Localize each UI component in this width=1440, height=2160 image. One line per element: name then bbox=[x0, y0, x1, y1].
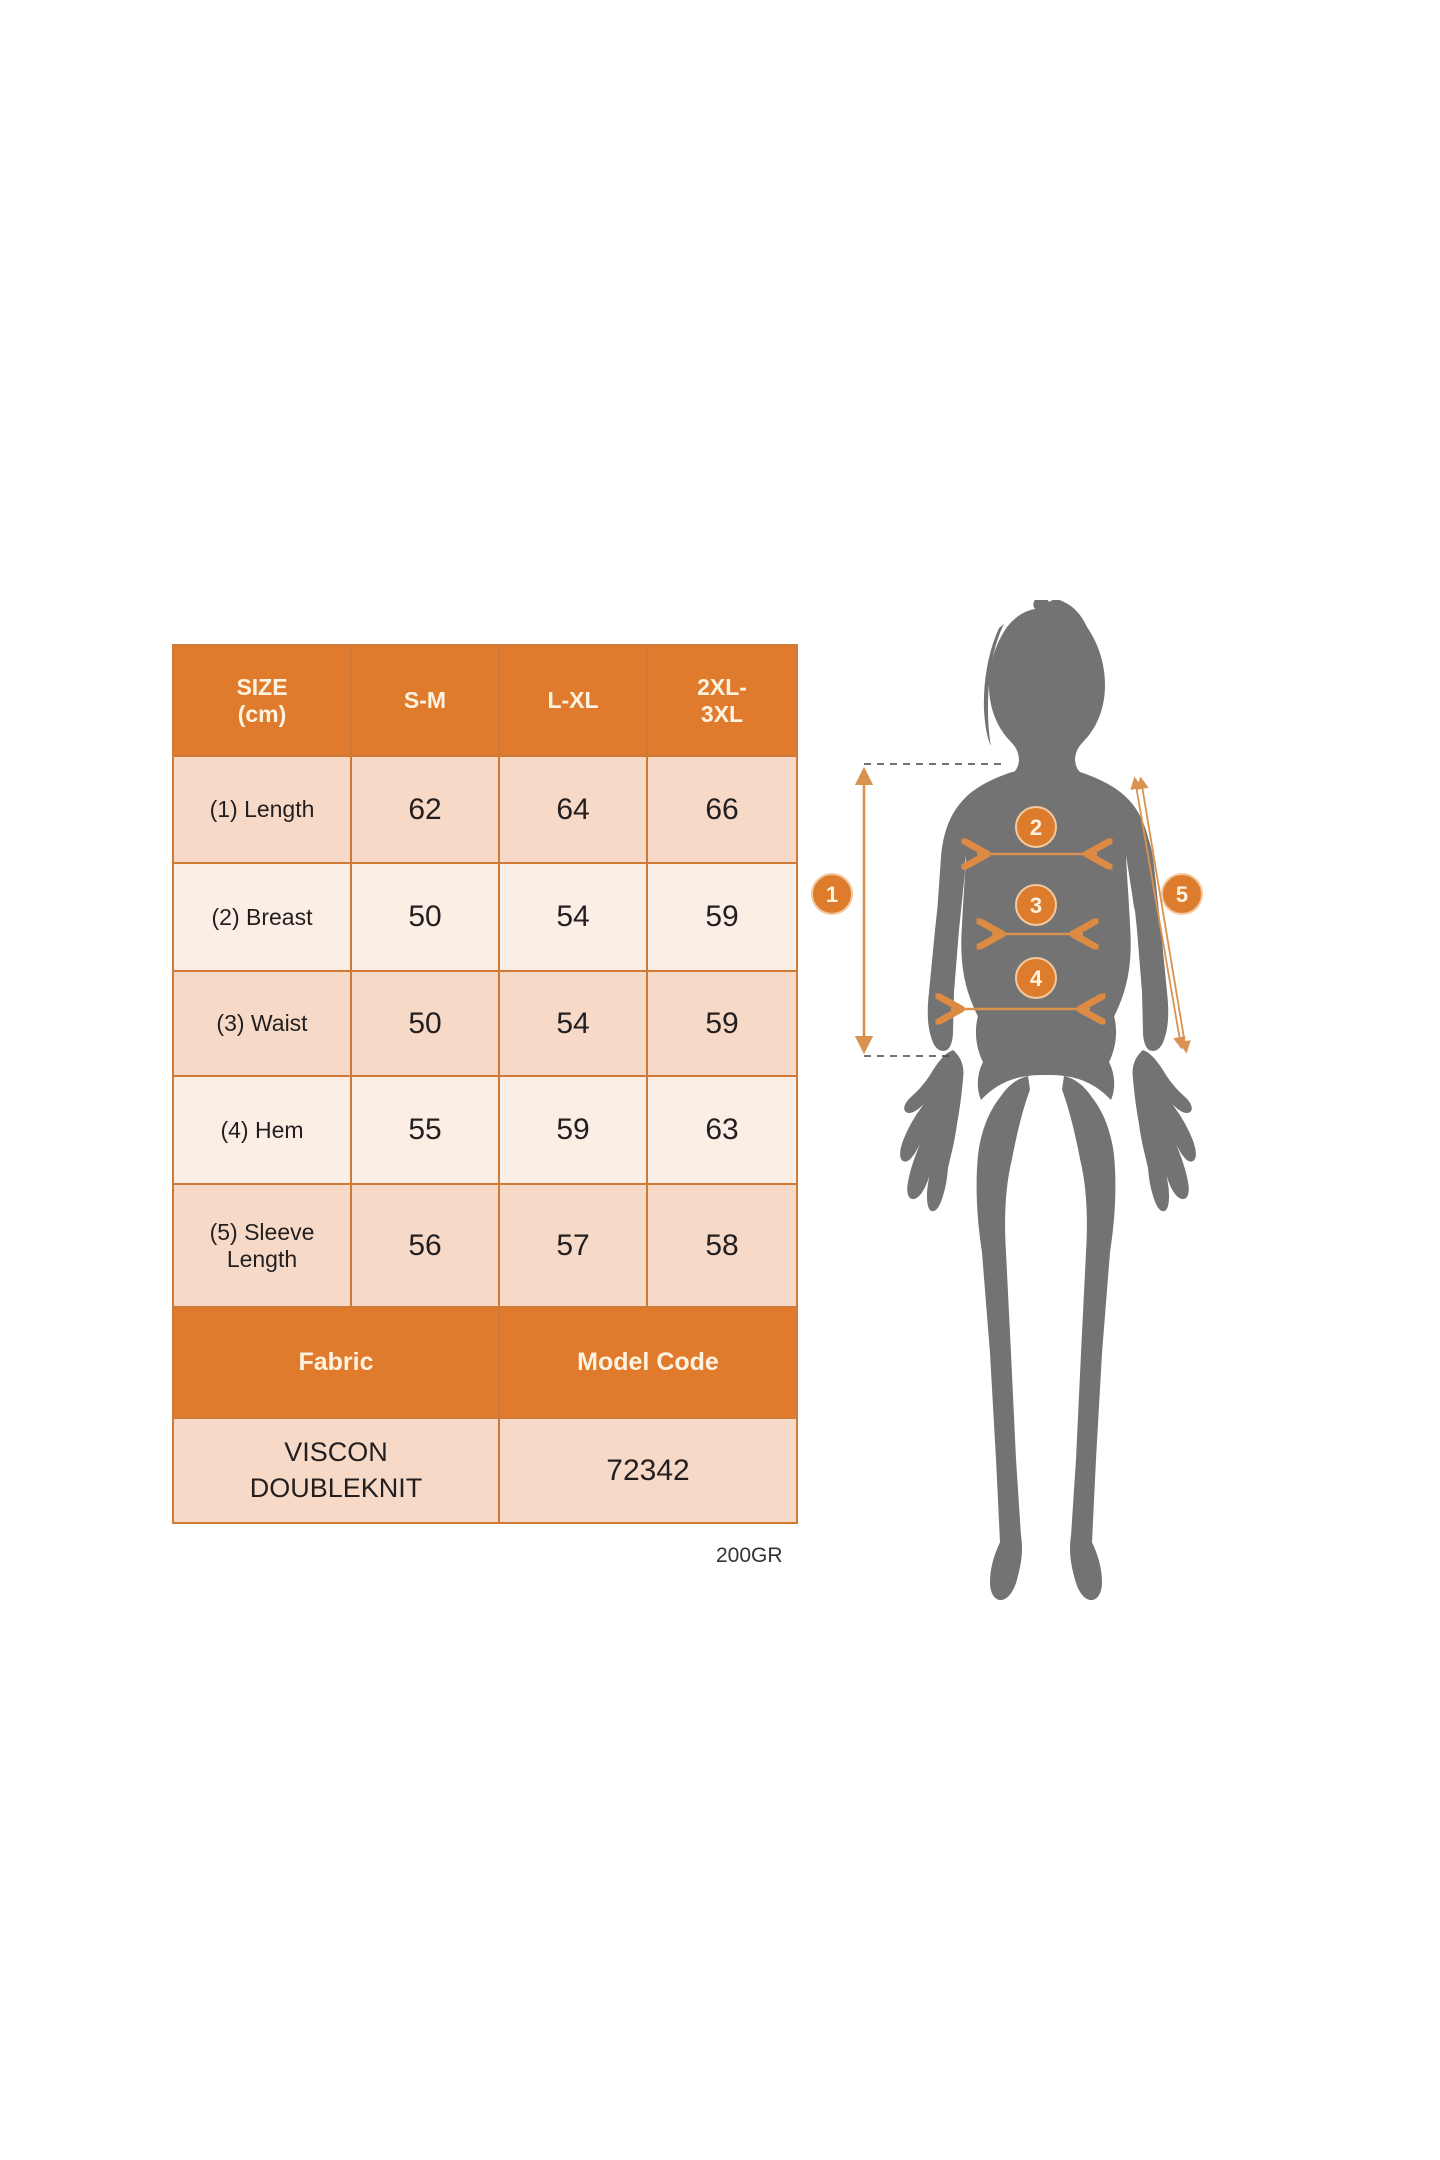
svg-text:3: 3 bbox=[1030, 893, 1042, 918]
svg-text:1: 1 bbox=[826, 882, 838, 907]
svg-text:2: 2 bbox=[1030, 815, 1042, 840]
svg-text:4: 4 bbox=[1030, 966, 1043, 991]
svg-text:5: 5 bbox=[1176, 882, 1188, 907]
